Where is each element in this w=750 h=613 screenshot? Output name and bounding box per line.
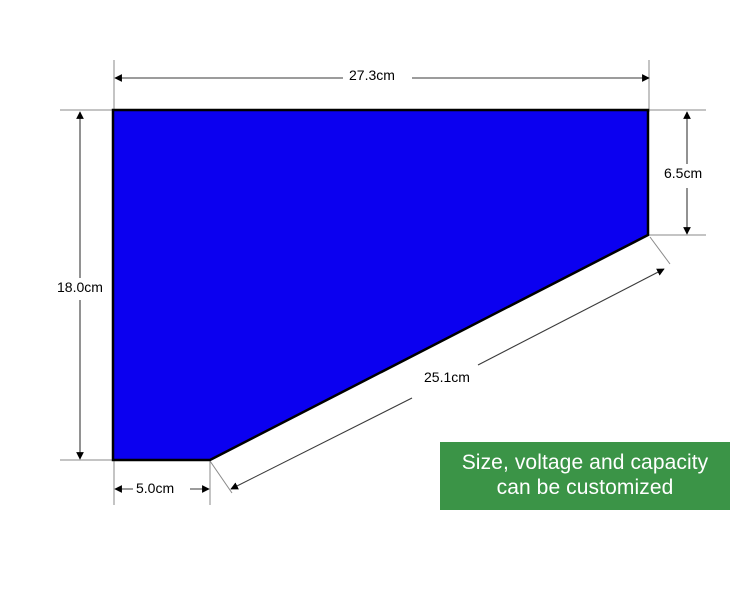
dimension-label-width-bottom: 5.0cm (133, 481, 178, 495)
dimline-diagonal-upper (477, 268, 665, 366)
battery-pack-shape (111, 108, 650, 462)
dimension-label-height-right: 6.5cm (661, 166, 706, 180)
dimension-label-diagonal: 25.1cm (421, 370, 473, 384)
customization-note-line-1: Size, voltage and capacity (461, 451, 709, 475)
dimline-diagonal-lower (230, 397, 413, 490)
dimension-label-height-left: 18.0cm (54, 280, 106, 294)
customization-note-badge: Size, voltage and capacity can be custom… (440, 442, 730, 510)
extension-lines (60, 60, 706, 505)
dimension-lines (76, 74, 691, 493)
dimension-label-width-top: 27.3cm (346, 68, 398, 82)
customization-note-line-2: can be customized (496, 476, 674, 499)
